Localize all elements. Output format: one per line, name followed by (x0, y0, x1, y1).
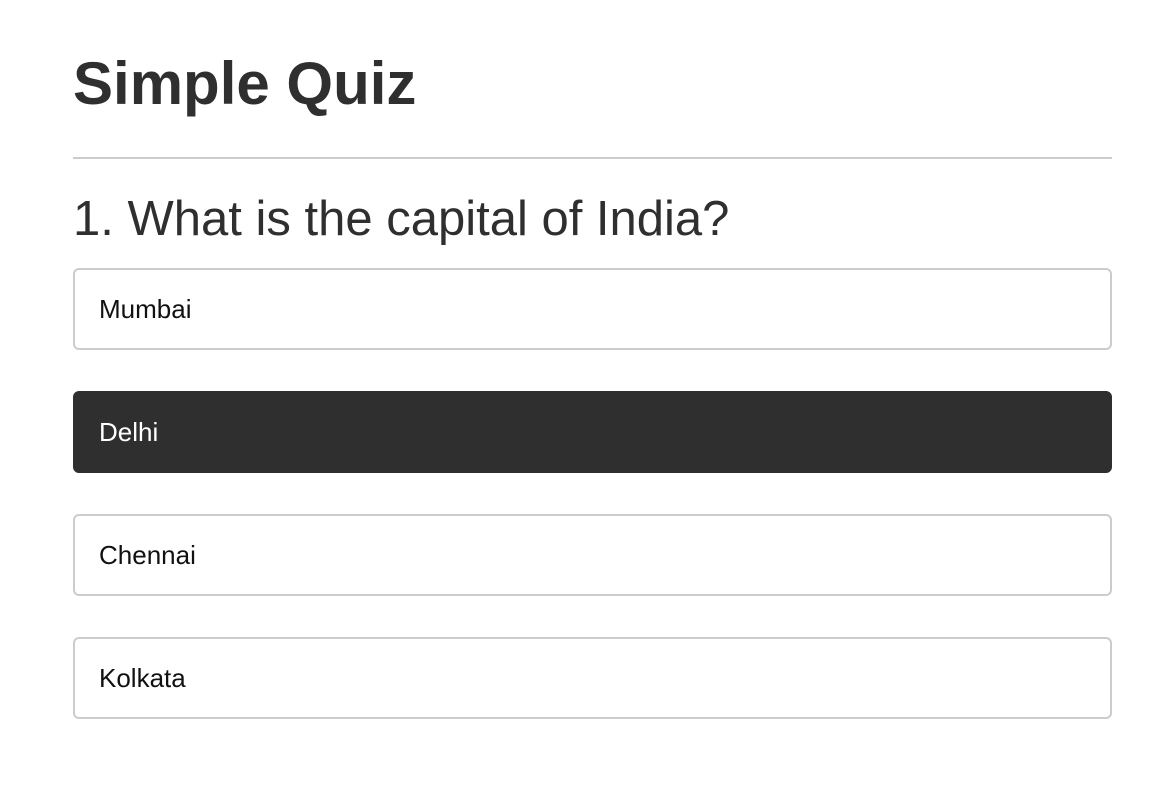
question-text: 1. What is the capital of India? (73, 192, 730, 246)
answer-option-mumbai[interactable]: Mumbai (73, 268, 1112, 350)
answer-option-delhi[interactable]: Delhi (73, 391, 1112, 473)
quiz-container: Simple Quiz 1. What is the capital of In… (73, 0, 1112, 719)
answer-option-chennai[interactable]: Chennai (73, 514, 1112, 596)
answer-options: Mumbai Delhi Chennai Kolkata (73, 268, 1112, 760)
answer-option-kolkata[interactable]: Kolkata (73, 637, 1112, 719)
title-divider (73, 157, 1112, 159)
quiz-title: Simple Quiz (73, 50, 417, 117)
